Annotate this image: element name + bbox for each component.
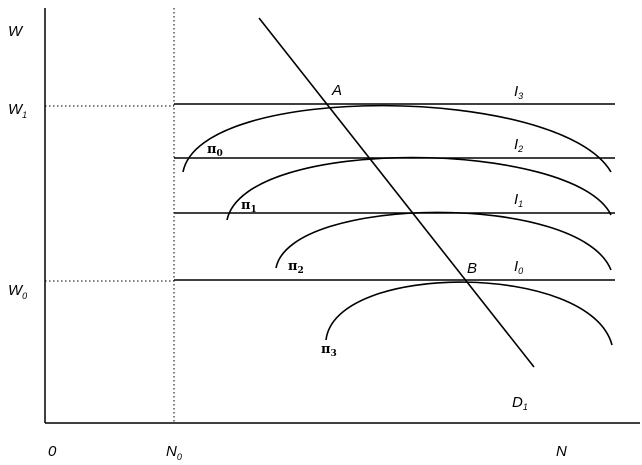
main: π	[288, 259, 298, 274]
pi3-curve	[325, 281, 613, 346]
point-b: B	[467, 260, 477, 277]
pi2-curve	[275, 211, 612, 271]
sub: 3	[518, 91, 523, 101]
main: I	[514, 258, 518, 275]
i3-label: I3	[514, 83, 523, 101]
sub: 2	[517, 144, 523, 154]
pi1-label: π1	[241, 198, 257, 215]
main: N	[166, 443, 177, 460]
w0-label: W0	[8, 282, 27, 301]
main: D	[512, 394, 523, 411]
main: W	[8, 282, 24, 299]
sub: 0	[177, 452, 182, 462]
sub: 0	[22, 291, 27, 301]
x-axis-label: N	[556, 443, 567, 460]
n0-label: N0	[166, 443, 182, 462]
sub: 1	[523, 402, 528, 412]
sub: 3	[331, 349, 337, 359]
main: I	[514, 83, 518, 100]
pi2-label: π2	[288, 259, 304, 276]
main: π	[241, 198, 251, 213]
pi0-curve	[182, 104, 612, 173]
i1-label: I1	[514, 191, 523, 209]
sub: 1	[22, 110, 27, 120]
point-a: A	[331, 82, 342, 99]
sub: 0	[217, 149, 223, 159]
w1-label: W1	[8, 101, 27, 120]
pi3-label: π3	[321, 342, 337, 359]
main: π	[207, 142, 217, 157]
y-axis-label: W	[8, 23, 24, 40]
origin-label: 0	[48, 443, 57, 460]
sub: 0	[518, 266, 523, 276]
main: I	[514, 136, 518, 153]
pi1-curve	[226, 156, 612, 221]
sub: 1	[518, 199, 523, 209]
pi0-label: π0	[207, 142, 223, 159]
main: W	[8, 101, 24, 118]
d1-label: D1	[512, 394, 528, 412]
i0-label: I0	[514, 258, 523, 276]
demand-line	[258, 17, 535, 368]
sub: 1	[251, 205, 257, 215]
i2-label: I2	[514, 136, 523, 154]
sub: 2	[298, 266, 304, 276]
main: I	[514, 191, 518, 208]
main: π	[321, 342, 331, 357]
